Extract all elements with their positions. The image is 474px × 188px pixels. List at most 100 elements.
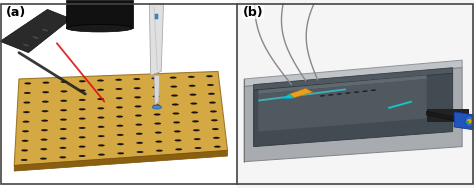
Ellipse shape [135,105,141,107]
Ellipse shape [193,129,200,131]
Ellipse shape [190,94,196,96]
Ellipse shape [208,93,215,95]
Polygon shape [258,75,427,94]
Ellipse shape [25,83,31,84]
Ellipse shape [41,139,47,141]
Ellipse shape [98,126,104,128]
Ellipse shape [153,105,160,106]
Ellipse shape [175,139,182,141]
Ellipse shape [22,130,29,132]
Ellipse shape [41,129,48,131]
Ellipse shape [98,144,105,146]
Ellipse shape [66,24,133,32]
Ellipse shape [22,140,28,142]
Polygon shape [154,75,160,105]
Circle shape [152,105,162,109]
Ellipse shape [191,111,198,113]
Polygon shape [244,68,462,162]
Ellipse shape [41,120,48,122]
Ellipse shape [137,142,143,144]
Polygon shape [427,111,467,123]
Ellipse shape [155,132,162,133]
Ellipse shape [191,103,197,105]
Ellipse shape [60,119,67,121]
Ellipse shape [118,152,124,154]
Ellipse shape [61,81,67,83]
Ellipse shape [97,98,104,100]
Ellipse shape [152,86,159,88]
Ellipse shape [362,90,368,92]
Ellipse shape [23,111,30,113]
Ellipse shape [98,154,105,156]
Polygon shape [289,88,313,98]
Bar [237,0,474,188]
Ellipse shape [171,86,177,88]
Ellipse shape [97,89,104,91]
Ellipse shape [117,125,123,127]
Bar [155,14,158,19]
Ellipse shape [79,90,86,92]
Ellipse shape [134,87,140,89]
Ellipse shape [134,78,140,80]
Ellipse shape [212,128,219,130]
Ellipse shape [60,138,66,139]
Ellipse shape [209,102,216,104]
Ellipse shape [319,95,325,97]
Polygon shape [244,60,462,86]
Ellipse shape [41,28,49,32]
Ellipse shape [345,92,351,94]
Ellipse shape [115,79,122,81]
Ellipse shape [40,148,47,150]
Ellipse shape [192,120,199,122]
Ellipse shape [22,43,30,47]
Ellipse shape [79,80,86,82]
Ellipse shape [136,133,143,135]
Ellipse shape [117,143,124,145]
Ellipse shape [79,155,85,157]
Text: (b): (b) [243,6,264,19]
Ellipse shape [97,80,104,81]
Ellipse shape [98,135,104,137]
Ellipse shape [60,147,66,149]
Ellipse shape [206,75,213,77]
Ellipse shape [79,146,85,148]
Ellipse shape [21,159,27,161]
Polygon shape [254,73,453,147]
Polygon shape [388,101,412,109]
Polygon shape [282,94,294,99]
Ellipse shape [79,99,86,101]
Ellipse shape [42,101,49,103]
Polygon shape [258,88,346,102]
Ellipse shape [173,121,180,123]
Bar [0,0,237,188]
Ellipse shape [467,119,472,124]
Ellipse shape [116,88,122,90]
Ellipse shape [21,149,28,151]
Ellipse shape [214,146,221,148]
Ellipse shape [60,128,67,130]
Ellipse shape [337,93,342,95]
Ellipse shape [465,116,474,127]
Text: (a): (a) [6,6,26,19]
Ellipse shape [207,84,214,86]
Bar [466,121,469,123]
Ellipse shape [195,147,201,149]
Ellipse shape [98,107,104,109]
Ellipse shape [134,96,141,98]
Ellipse shape [328,94,334,96]
Ellipse shape [173,113,179,114]
Ellipse shape [211,119,218,121]
Ellipse shape [40,158,47,160]
Ellipse shape [116,97,122,99]
Ellipse shape [24,102,30,103]
Ellipse shape [60,109,67,111]
Ellipse shape [172,104,179,105]
Ellipse shape [117,134,124,136]
Ellipse shape [155,141,162,143]
Ellipse shape [79,118,85,120]
Ellipse shape [154,114,161,115]
Ellipse shape [153,96,159,97]
Polygon shape [14,71,228,165]
Ellipse shape [61,100,67,102]
Ellipse shape [194,138,201,140]
